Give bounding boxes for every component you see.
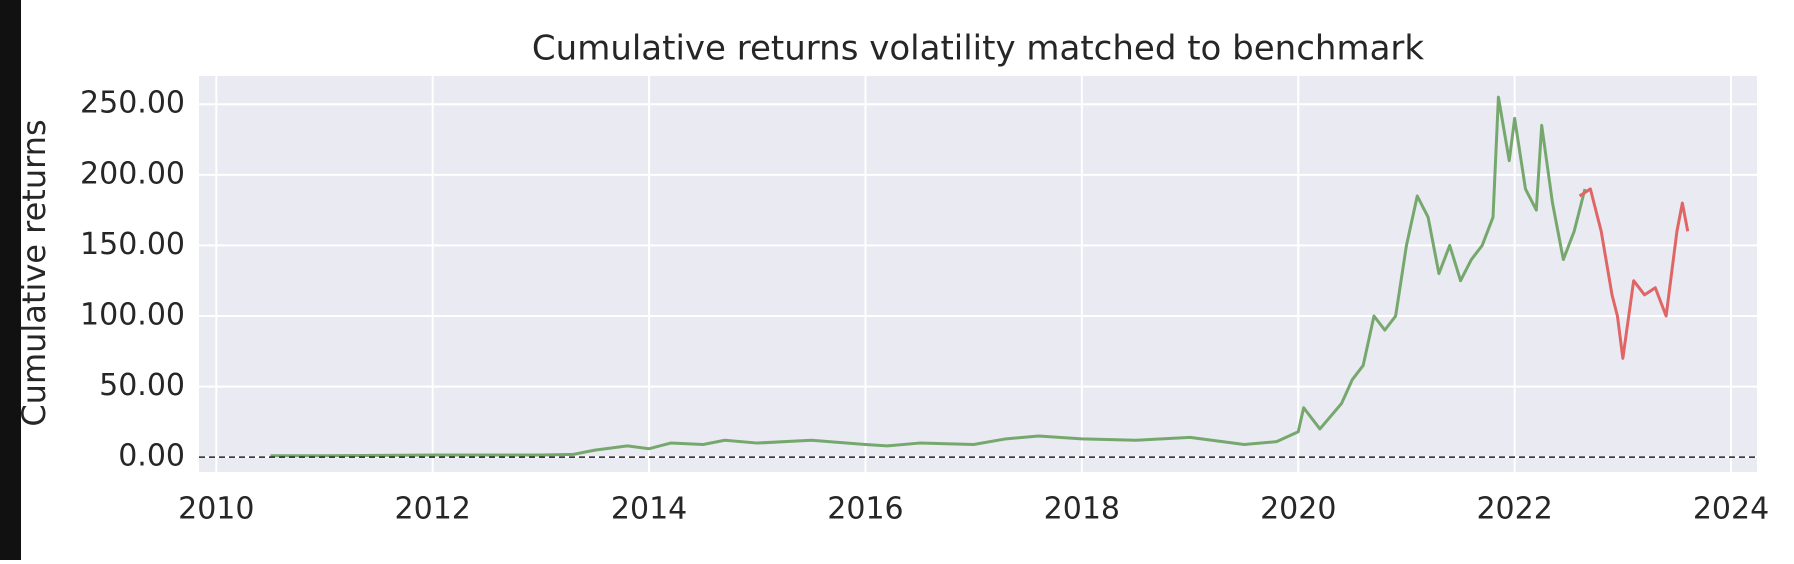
y-tick-label: 250.00 <box>80 86 185 121</box>
y-tick-label: 0.00 <box>118 439 185 474</box>
x-tick-label: 2010 <box>178 492 254 527</box>
line-series <box>1578 187 1690 360</box>
x-tick-label: 2020 <box>1260 492 1336 527</box>
y-tick-label: 200.00 <box>80 156 185 191</box>
chart-title: Cumulative returns volatility matched to… <box>532 29 1424 69</box>
y-axis-label: Cumulative returns <box>15 119 53 426</box>
x-tick-label: 2014 <box>611 492 687 527</box>
y-tick-label: 100.00 <box>80 298 185 333</box>
x-tick-label: 2022 <box>1476 492 1552 527</box>
x-tick-label: 2016 <box>827 492 903 527</box>
x-tick-label: 2012 <box>395 492 471 527</box>
window-edge <box>0 0 21 560</box>
x-tick-label: 2024 <box>1693 492 1769 527</box>
x-tick-label: 2018 <box>1044 492 1120 527</box>
y-tick-label: 50.00 <box>99 368 185 403</box>
line-series <box>270 95 1587 458</box>
y-tick-label: 150.00 <box>80 227 185 262</box>
